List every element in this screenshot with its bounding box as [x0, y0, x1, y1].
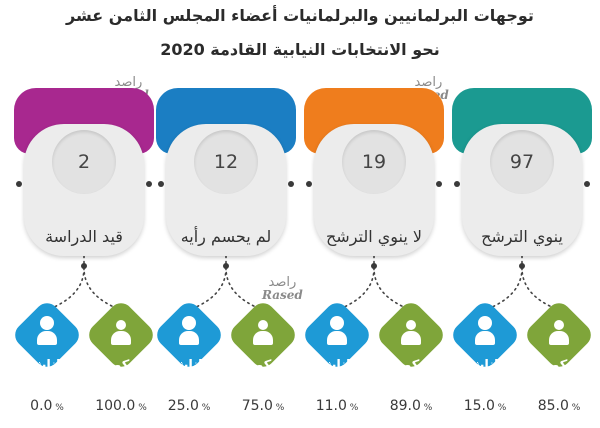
person-torso [475, 331, 495, 345]
card-label: لا ينوي الترشح [325, 227, 423, 246]
watermark-en: Rased [262, 288, 303, 302]
card-side-dot [454, 181, 460, 187]
watermark-center: راصد Rased [262, 276, 303, 302]
female-percent: 15.0 % [450, 398, 520, 414]
card-count: 2 [52, 130, 116, 194]
percent-symbol: % [494, 403, 507, 413]
card-side-dot [16, 181, 22, 187]
percent-value: 89.0 [389, 398, 421, 414]
male-label: ذكور [544, 358, 574, 373]
connector-dot [371, 263, 377, 269]
percent-symbol: % [420, 403, 433, 413]
card-count: 12 [194, 130, 258, 194]
connector-dot [223, 263, 229, 269]
female-person-icon [327, 320, 347, 346]
person-torso [549, 331, 569, 345]
category-card: 12 لم يحسم رأيه [156, 88, 296, 256]
female-label: إناث [323, 358, 351, 373]
percent-value: 100.0 [95, 398, 136, 414]
card-side-dot [436, 181, 442, 187]
card-body: 12 لم يحسم رأيه [166, 124, 286, 256]
male-percent: 75.0 % [228, 398, 298, 414]
male-label: ذكور [106, 358, 136, 373]
title-line-2: نحو الانتخابات النيابية القادمة 2020 [160, 40, 440, 59]
person-head [116, 320, 126, 330]
person-torso [111, 331, 131, 345]
female-percent: 25.0 % [154, 398, 224, 414]
female-percent: 0.0 % [12, 398, 82, 414]
watermark-ar: راصد [114, 75, 143, 90]
category-card: 97 ينوي الترشح [452, 88, 592, 256]
person-torso [327, 331, 347, 345]
card-body: 19 لا ينوي الترشح [314, 124, 434, 256]
male-person-icon [401, 320, 421, 346]
percent-symbol: % [346, 403, 359, 413]
male-person-icon [111, 320, 131, 346]
person-head [554, 320, 564, 330]
male-person-icon [253, 320, 273, 346]
person-head [42, 320, 52, 330]
female-percent: 11.0 % [302, 398, 372, 414]
male-person-icon [549, 320, 569, 346]
person-torso [401, 331, 421, 345]
title-line-1: توجهات البرلمانيين والبرلمانيات أعضاء ال… [66, 6, 534, 25]
percent-symbol: % [272, 403, 285, 413]
male-percent: 89.0 % [376, 398, 446, 414]
card-side-dot [146, 181, 152, 187]
percent-value: 11.0 [315, 398, 347, 414]
connector-dot [81, 263, 87, 269]
category-card: 2 قيد الدراسة [14, 88, 154, 256]
watermark-ar: راصد [268, 275, 297, 290]
male-label: ذكور [396, 358, 426, 373]
male-label: ذكور [248, 358, 278, 373]
male-percent: 85.0 % [524, 398, 594, 414]
person-torso [253, 331, 273, 345]
connector-dot [519, 263, 525, 269]
category-card: 19 لا ينوي الترشح [304, 88, 444, 256]
percent-symbol: % [52, 403, 64, 413]
percent-value: 85.0 [537, 398, 569, 414]
female-person-icon [37, 320, 57, 346]
card-count: 19 [342, 130, 406, 194]
female-person-icon [179, 320, 199, 346]
person-head [184, 320, 194, 330]
card-side-dot [288, 181, 294, 187]
percent-symbol: % [198, 403, 211, 413]
card-count: 97 [490, 130, 554, 194]
percent-symbol: % [135, 403, 147, 413]
female-label: إناث [33, 358, 61, 373]
person-torso [179, 331, 199, 345]
male-percent: 100.0 % [86, 398, 156, 414]
percent-value: 25.0 [167, 398, 199, 414]
person-head [406, 320, 416, 330]
card-label: ينوي الترشح [481, 227, 563, 246]
person-head [258, 320, 268, 330]
person-torso [37, 331, 57, 345]
female-label: إناث [471, 358, 499, 373]
card-side-dot [158, 181, 164, 187]
female-label: إناث [175, 358, 203, 373]
percent-value: 75.0 [241, 398, 273, 414]
percent-value: 0.0 [30, 398, 53, 414]
card-label: لم يحسم رأيه [180, 227, 272, 246]
person-head [480, 320, 490, 330]
card-body: 2 قيد الدراسة [24, 124, 144, 256]
card-side-dot [306, 181, 312, 187]
female-person-icon [475, 320, 495, 346]
watermark-ar: راصد [414, 75, 443, 90]
percent-symbol: % [568, 403, 581, 413]
percent-value: 15.0 [463, 398, 495, 414]
card-side-dot [584, 181, 590, 187]
card-body: 97 ينوي الترشح [462, 124, 582, 256]
card-label: قيد الدراسة [45, 227, 123, 246]
person-head [332, 320, 342, 330]
